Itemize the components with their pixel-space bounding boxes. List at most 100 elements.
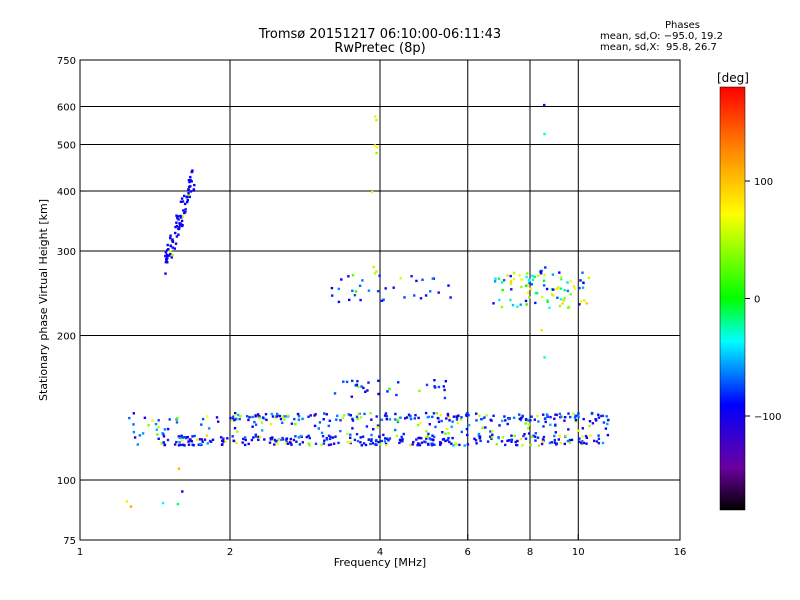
data-point (554, 423, 557, 426)
data-point (174, 242, 178, 245)
data-point (274, 416, 277, 420)
data-point (446, 414, 450, 417)
data-point (541, 438, 545, 441)
data-point (542, 435, 546, 439)
data-point (510, 288, 513, 291)
data-point (454, 442, 457, 445)
data-point (330, 286, 334, 290)
data-point (530, 415, 533, 418)
data-point (533, 435, 537, 438)
data-point (281, 421, 284, 424)
data-point (179, 223, 182, 226)
data-point (176, 502, 180, 506)
data-point (430, 442, 433, 445)
data-point (178, 441, 181, 444)
data-point (424, 294, 428, 297)
data-point (365, 425, 369, 428)
data-point (606, 422, 609, 426)
data-point (364, 443, 368, 447)
data-point (236, 430, 239, 433)
data-point (187, 188, 190, 191)
colorbar-tick-label: 0 (754, 295, 760, 306)
data-point (275, 440, 278, 443)
data-point (527, 423, 531, 426)
data-point (523, 433, 526, 436)
data-point (180, 197, 184, 200)
data-point (443, 388, 446, 392)
data-point (217, 420, 220, 423)
data-point (384, 287, 387, 290)
data-point (173, 247, 176, 250)
colorbar-tick-label: 100 (754, 177, 773, 188)
data-point (543, 356, 546, 359)
data-point (563, 419, 566, 422)
data-point (294, 423, 297, 426)
data-point (545, 413, 549, 416)
data-point (542, 284, 546, 287)
data-point (162, 441, 165, 444)
data-point (162, 435, 166, 438)
data-point (175, 440, 178, 444)
data-point (401, 440, 404, 443)
data-point (467, 424, 471, 427)
data-point (536, 436, 540, 439)
data-point (459, 418, 463, 421)
data-point (343, 414, 346, 417)
data-point (205, 434, 208, 437)
data-point (261, 429, 264, 432)
data-point (232, 439, 235, 442)
data-point (446, 412, 450, 416)
data-point (367, 438, 370, 441)
data-point (364, 390, 367, 393)
data-point (200, 423, 203, 426)
data-point (335, 418, 338, 421)
data-point (545, 287, 549, 291)
data-point (579, 300, 583, 303)
data-point (542, 279, 546, 282)
data-point (252, 436, 255, 439)
data-point (543, 273, 546, 276)
data-point (385, 418, 388, 421)
data-point (167, 248, 170, 251)
data-point (329, 437, 332, 441)
data-point (370, 433, 373, 437)
data-point (542, 413, 545, 416)
data-point (313, 424, 317, 428)
data-point (169, 236, 172, 240)
data-point (193, 183, 196, 187)
data-point (433, 435, 436, 439)
data-point (370, 418, 373, 421)
x-tick-label: 4 (377, 547, 383, 558)
data-point (475, 412, 478, 415)
data-point (532, 434, 535, 437)
data-point (175, 221, 178, 224)
data-point (189, 185, 192, 188)
data-point (486, 440, 490, 443)
data-point (540, 442, 544, 446)
y-axis-label: Stationary phase Virtual Height [km] (37, 199, 50, 401)
data-point (512, 271, 516, 275)
phase-stats: Phases mean, sd,O: −95.0, 19.2 mean, sd,… (600, 20, 765, 53)
data-point (347, 275, 350, 278)
data-point (143, 416, 147, 419)
data-point (354, 290, 358, 293)
data-point (541, 440, 544, 443)
phase-stats-x: mean, sd,X: 95.8, 26.7 (600, 42, 717, 53)
data-point (550, 288, 554, 291)
data-point (580, 441, 583, 445)
data-point (560, 415, 563, 418)
data-point (576, 413, 580, 417)
data-point (193, 434, 196, 438)
data-point (169, 234, 172, 237)
x-tick-label: 10 (572, 547, 585, 558)
data-point (374, 439, 378, 443)
data-point (187, 193, 190, 197)
data-point (331, 294, 334, 297)
data-point (555, 443, 558, 446)
data-point (231, 419, 234, 422)
data-point (568, 441, 572, 444)
y-tick-label: 200 (57, 332, 76, 343)
data-point (169, 250, 172, 253)
data-point (404, 417, 407, 420)
data-point (181, 224, 184, 227)
